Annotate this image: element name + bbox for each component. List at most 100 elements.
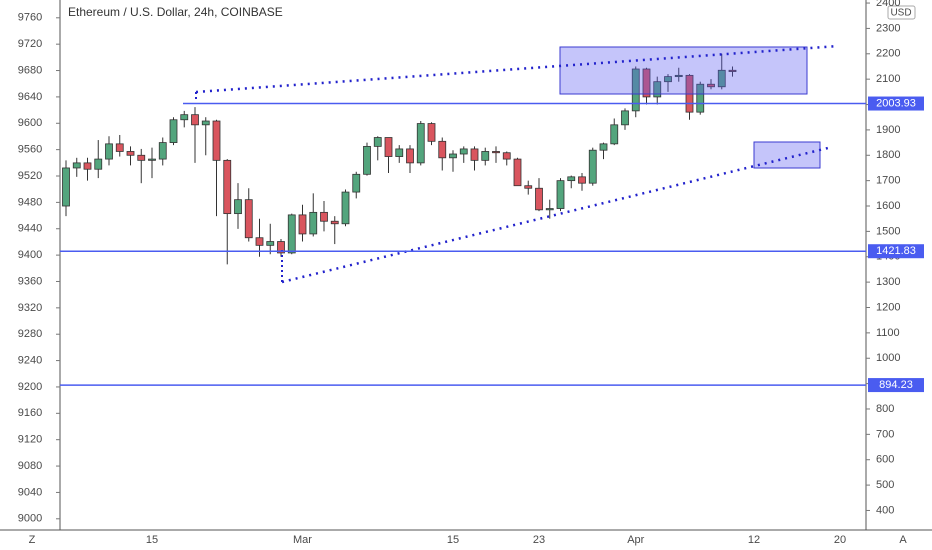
y-tick-label: 9520 [18, 170, 42, 182]
trend-line [281, 146, 829, 284]
y-tick-label: 9360 [18, 275, 42, 287]
candle-body [277, 241, 285, 254]
candle-body [384, 137, 393, 157]
y-tick-label: 9120 [18, 434, 42, 446]
candle-body [481, 151, 490, 161]
candle-body [115, 143, 124, 152]
x-tick-label: Apr [627, 534, 644, 546]
x-tick-label: 15 [447, 534, 459, 546]
candle-body [266, 241, 275, 246]
candle-body [244, 199, 253, 239]
y-tick-label: 9280 [18, 328, 42, 340]
y2-tick-label: 1800 [876, 149, 900, 161]
y2-tick-label: 2300 [876, 22, 900, 34]
candle-body [223, 159, 232, 215]
candle-body [158, 142, 167, 160]
candle-body [298, 214, 307, 235]
y2-tick-label: 600 [876, 454, 894, 466]
candle-body [416, 123, 425, 164]
y2-tick-label: 2400 [876, 0, 900, 9]
candle-body [255, 237, 264, 246]
candle-body [62, 167, 70, 207]
candle-body [696, 83, 705, 113]
level-label-box [868, 96, 924, 111]
candle-body [610, 124, 619, 145]
y2-tick-label: 400 [876, 504, 894, 516]
candle-body [126, 151, 135, 156]
candle-body [502, 152, 511, 160]
candle-body [556, 180, 565, 209]
y2-tick-label: 1500 [876, 225, 900, 237]
y2-tick-label: 2100 [876, 73, 900, 85]
y-tick-label: 9480 [18, 196, 42, 208]
level-label: 1421.83 [876, 245, 916, 257]
candle-body [94, 158, 103, 170]
level-label: 894.23 [879, 379, 913, 391]
candle-body [373, 137, 382, 147]
candle-body [513, 158, 522, 187]
candle-body [438, 140, 447, 159]
candle-body [287, 214, 296, 254]
candle-body [449, 153, 457, 159]
candle-body [72, 162, 81, 169]
x-tick-label: 12 [748, 534, 760, 546]
y2-tick-label: 1900 [876, 124, 900, 136]
y2-tick-label: 500 [876, 479, 894, 491]
candle-body [330, 220, 339, 225]
x-tick-label: 23 [533, 534, 545, 546]
y-tick-label: 9200 [18, 381, 42, 393]
y2-tick-label: 1700 [876, 175, 900, 187]
y-tick-label: 9320 [18, 302, 42, 314]
candle-body [169, 119, 178, 143]
candle-body [653, 81, 662, 98]
corner-right[interactable]: A [899, 534, 907, 546]
candle-body [320, 211, 328, 222]
candle-body [201, 120, 210, 126]
level-label: 2003.93 [876, 97, 916, 109]
y2-tick-label: 800 [876, 403, 894, 415]
y-tick-label: 9680 [18, 64, 42, 76]
candle-body [83, 162, 92, 170]
candle-body [717, 69, 726, 88]
y-tick-label: 9080 [18, 460, 42, 472]
corner-left[interactable]: Z [29, 534, 36, 546]
marks [62, 53, 737, 265]
y2-tick-label: 1000 [876, 352, 900, 364]
y-tick-label: 9040 [18, 486, 42, 498]
candle-body [341, 191, 350, 225]
y-tick-label: 9560 [18, 144, 42, 156]
y2-tick-label: 1300 [876, 276, 900, 288]
candle-body [234, 199, 242, 215]
candle-body [545, 208, 554, 211]
y-tick-label: 9240 [18, 354, 42, 366]
candle-body [148, 158, 156, 161]
candle-body [674, 74, 683, 78]
zone-box [559, 46, 808, 95]
candle-body [363, 145, 371, 175]
y-tick-label: 9400 [18, 249, 42, 261]
candle-body [642, 68, 651, 98]
candle-body [578, 176, 586, 184]
y2-tick-label: 1600 [876, 200, 900, 212]
candle-body [664, 76, 672, 83]
candle-body [427, 123, 436, 142]
y-tick-label: 9160 [18, 407, 42, 419]
x-tick-label: 15 [146, 534, 158, 546]
x-tick-label: 20 [834, 534, 846, 546]
x-tick-label: Mar [293, 534, 312, 546]
chart-title: Ethereum / U.S. Dollar, 24h, COINBASE [68, 5, 283, 19]
candle-body [621, 110, 629, 126]
candle-body [588, 149, 597, 184]
candle-body [191, 114, 199, 126]
currency: USD [890, 8, 911, 19]
level-label-box [868, 244, 924, 259]
y2-tick-label: 1200 [876, 301, 900, 313]
y2-tick-label: 2200 [876, 48, 900, 60]
y-tick-label: 9640 [18, 91, 42, 103]
candle-body [180, 114, 189, 121]
candle-body [599, 143, 608, 151]
y-tick-label: 9440 [18, 223, 42, 235]
candle-body [309, 211, 318, 235]
